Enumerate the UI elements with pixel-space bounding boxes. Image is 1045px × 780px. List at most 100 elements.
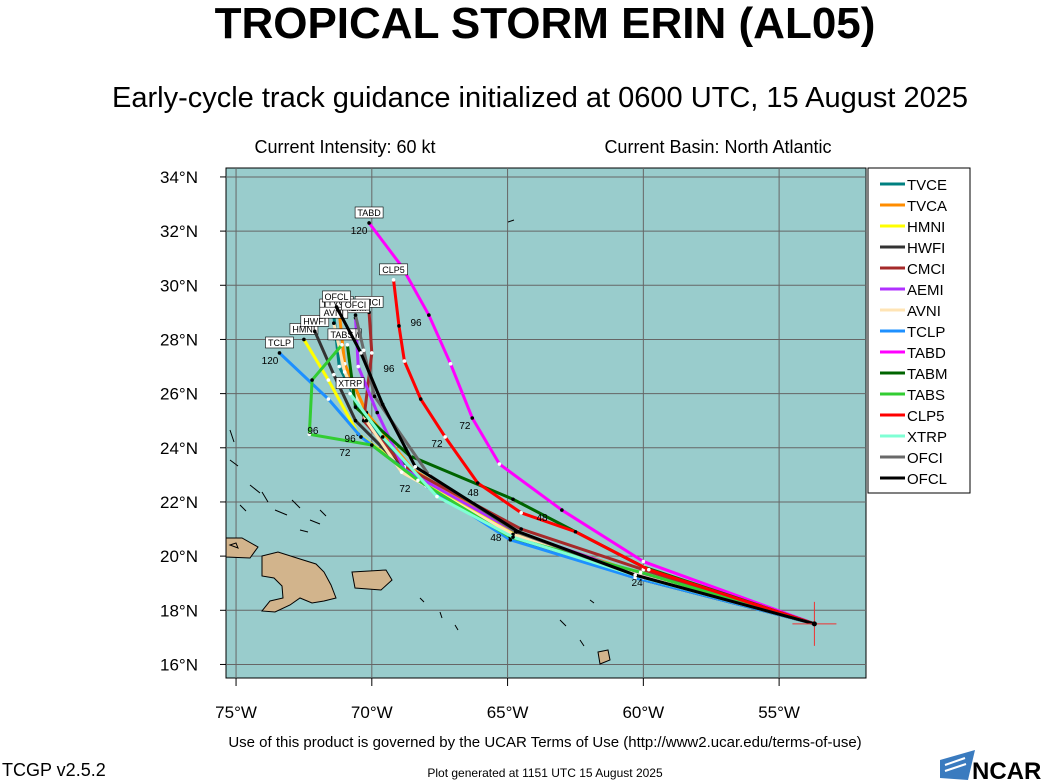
track-point <box>364 418 369 423</box>
track-point <box>443 435 447 439</box>
track-point <box>380 402 385 407</box>
track-point <box>418 397 423 401</box>
track-point <box>435 494 439 499</box>
lat-tick-label: 28°N <box>160 330 198 349</box>
legend-label: TVCA <box>907 198 947 215</box>
terms: Use of this product is governed by the U… <box>228 734 861 751</box>
hour-label: 72 <box>459 421 471 432</box>
track-point <box>370 351 374 355</box>
basin: Current Basin: North Atlantic <box>604 137 831 157</box>
lon-tick-label: 60°W <box>622 703 664 722</box>
track-label: TABD <box>357 208 381 218</box>
track-label: OFCL <box>325 292 349 302</box>
hour-label: 96 <box>307 426 319 437</box>
track-label: XTRP <box>338 379 362 389</box>
intensity: Current Intensity: 60 kt <box>254 137 435 157</box>
legend-label: TVCE <box>907 177 947 194</box>
lat-tick-label: 34°N <box>160 168 198 187</box>
track-point <box>413 464 418 469</box>
legend-label: TABD <box>907 345 946 362</box>
hour-label: 48 <box>537 513 549 524</box>
lat-tick-label: 16°N <box>160 655 198 674</box>
hour-label: 24 <box>632 578 644 589</box>
islands <box>229 219 595 647</box>
lon-tick-label: 55°W <box>758 703 800 722</box>
track-point <box>277 351 282 355</box>
track-point <box>331 321 336 325</box>
track-point <box>353 313 358 317</box>
track-label: HWFI <box>303 316 326 326</box>
lat-tick-label: 30°N <box>160 276 198 295</box>
track-label: TCLP <box>268 338 291 348</box>
subtitle: Early-cycle track guidance initialized a… <box>112 82 968 114</box>
legend-label: CMCI <box>907 261 945 278</box>
legend-label: HWFI <box>907 240 945 257</box>
track-point <box>511 497 515 502</box>
logo-text: NCAR <box>972 758 1041 780</box>
track-point <box>326 378 331 382</box>
lon-tick-label: 70°W <box>351 703 393 722</box>
track-point <box>340 343 344 347</box>
track-point <box>307 432 312 437</box>
legend-label: TABS <box>907 387 945 404</box>
hour-label: 96 <box>411 318 423 329</box>
track-point <box>348 391 352 396</box>
hour-label: 120 <box>351 226 368 237</box>
track-point <box>399 470 404 474</box>
track-point <box>475 481 480 485</box>
track-point <box>353 418 358 423</box>
track-point <box>470 416 475 420</box>
track-label-box <box>341 298 370 311</box>
track-point <box>312 329 317 334</box>
track-point <box>331 372 336 377</box>
track-point <box>448 362 453 366</box>
track-label-box <box>300 315 330 327</box>
track-label: HMNI <box>292 324 315 334</box>
lat-tick-label: 18°N <box>160 601 198 620</box>
track-label-box <box>379 263 408 276</box>
track-point <box>397 324 401 328</box>
lat-tick-label: 32°N <box>160 222 198 241</box>
initial-dot <box>811 621 817 627</box>
track-label: TABS <box>331 330 354 340</box>
track-point <box>511 535 515 539</box>
hour-label: 48 <box>490 533 502 544</box>
lat-tick-label: 24°N <box>160 439 198 458</box>
track-point <box>310 378 314 382</box>
logo: NCAR <box>940 750 1041 780</box>
track-label-box <box>322 290 351 303</box>
track-point <box>519 510 523 515</box>
track-point <box>560 508 564 512</box>
track-point <box>356 364 361 369</box>
track-point <box>641 559 646 564</box>
track-point <box>342 370 347 374</box>
legend-label: AVNI <box>907 303 941 320</box>
legend-label: OFCL <box>907 471 947 488</box>
track-point <box>508 538 513 542</box>
track-point <box>370 443 374 447</box>
track-point <box>573 529 578 534</box>
land <box>225 537 611 665</box>
track-point <box>516 529 521 534</box>
track <box>307 343 815 626</box>
lat-tick-label: 26°N <box>160 385 198 404</box>
track-label-box <box>265 336 294 349</box>
legend-label: CLP5 <box>907 408 945 425</box>
version: TCGP v2.5.2 <box>2 760 106 780</box>
track-point <box>359 351 363 355</box>
track-point <box>646 567 651 572</box>
track-label-box <box>327 328 357 341</box>
hour-label: 96 <box>383 364 395 375</box>
legend-label: HMNI <box>907 219 945 236</box>
track-label: CLP5 <box>382 265 405 275</box>
track-point <box>416 478 420 483</box>
track-point <box>519 527 523 531</box>
hour-label: 72 <box>431 439 443 450</box>
track-point <box>367 221 371 225</box>
track-point <box>497 462 502 466</box>
track <box>392 279 815 626</box>
track-point <box>633 573 637 577</box>
track-point <box>372 394 377 399</box>
lon-tick-label: 75°W <box>215 703 257 722</box>
track-label-box <box>354 206 384 219</box>
